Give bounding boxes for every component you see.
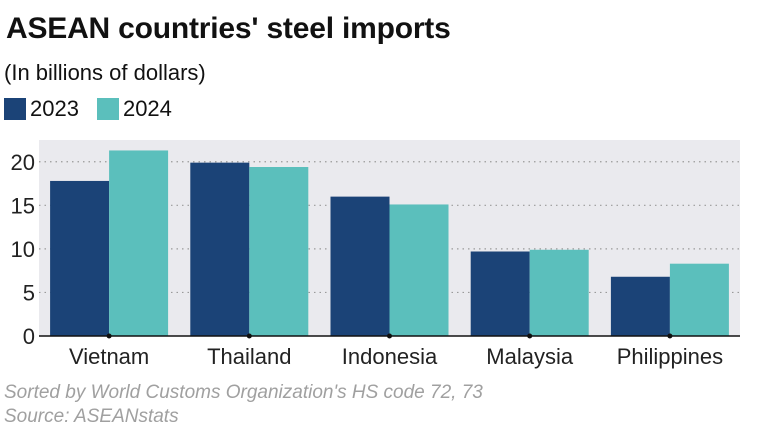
x-tick-label-malaysia: Malaysia	[486, 344, 574, 369]
legend-swatch-2024	[96, 98, 119, 120]
bar-thailand-2024	[249, 167, 309, 336]
legend-swatch-2023	[4, 98, 26, 120]
chart-note: Sorted by World Customs Organization's H…	[4, 382, 483, 403]
y-tick-label-20: 20	[11, 150, 35, 175]
bar-thailand-2023	[190, 162, 250, 336]
x-tick-label-indonesia: Indonesia	[342, 344, 438, 369]
bar-malaysia-2024	[529, 249, 589, 336]
y-tick-label-15: 15	[11, 193, 35, 218]
bar-philippines-2023	[610, 276, 670, 336]
chart-source: Source: ASEANstats	[4, 406, 179, 427]
chart-subtitle: (In billions of dollars)	[4, 60, 206, 85]
legend-item-2024: 2024	[96, 96, 172, 122]
bar-philippines-2024	[669, 263, 729, 336]
bar-vietnam-2024	[109, 150, 169, 336]
bar-vietnam-2023	[50, 180, 110, 336]
bar-indonesia-2024	[389, 204, 449, 336]
x-tick-label-philippines: Philippines	[617, 344, 723, 369]
x-tick-label-vietnam: Vietnam	[69, 344, 149, 369]
legend-label-2024: 2024	[122, 96, 172, 121]
chart-title: ASEAN countries' steel imports	[6, 12, 451, 45]
bar-indonesia-2023	[330, 196, 390, 336]
y-tick-label-10: 10	[11, 237, 35, 262]
legend-label-2023: 2023	[30, 96, 79, 121]
legend-item-2023: 2023	[4, 96, 79, 122]
y-tick-label-5: 5	[23, 280, 35, 305]
legend: 2023 2024	[4, 96, 190, 122]
bar-malaysia-2023	[470, 251, 530, 336]
x-tick-label-thailand: Thailand	[207, 344, 291, 369]
y-tick-label-0: 0	[23, 324, 35, 349]
